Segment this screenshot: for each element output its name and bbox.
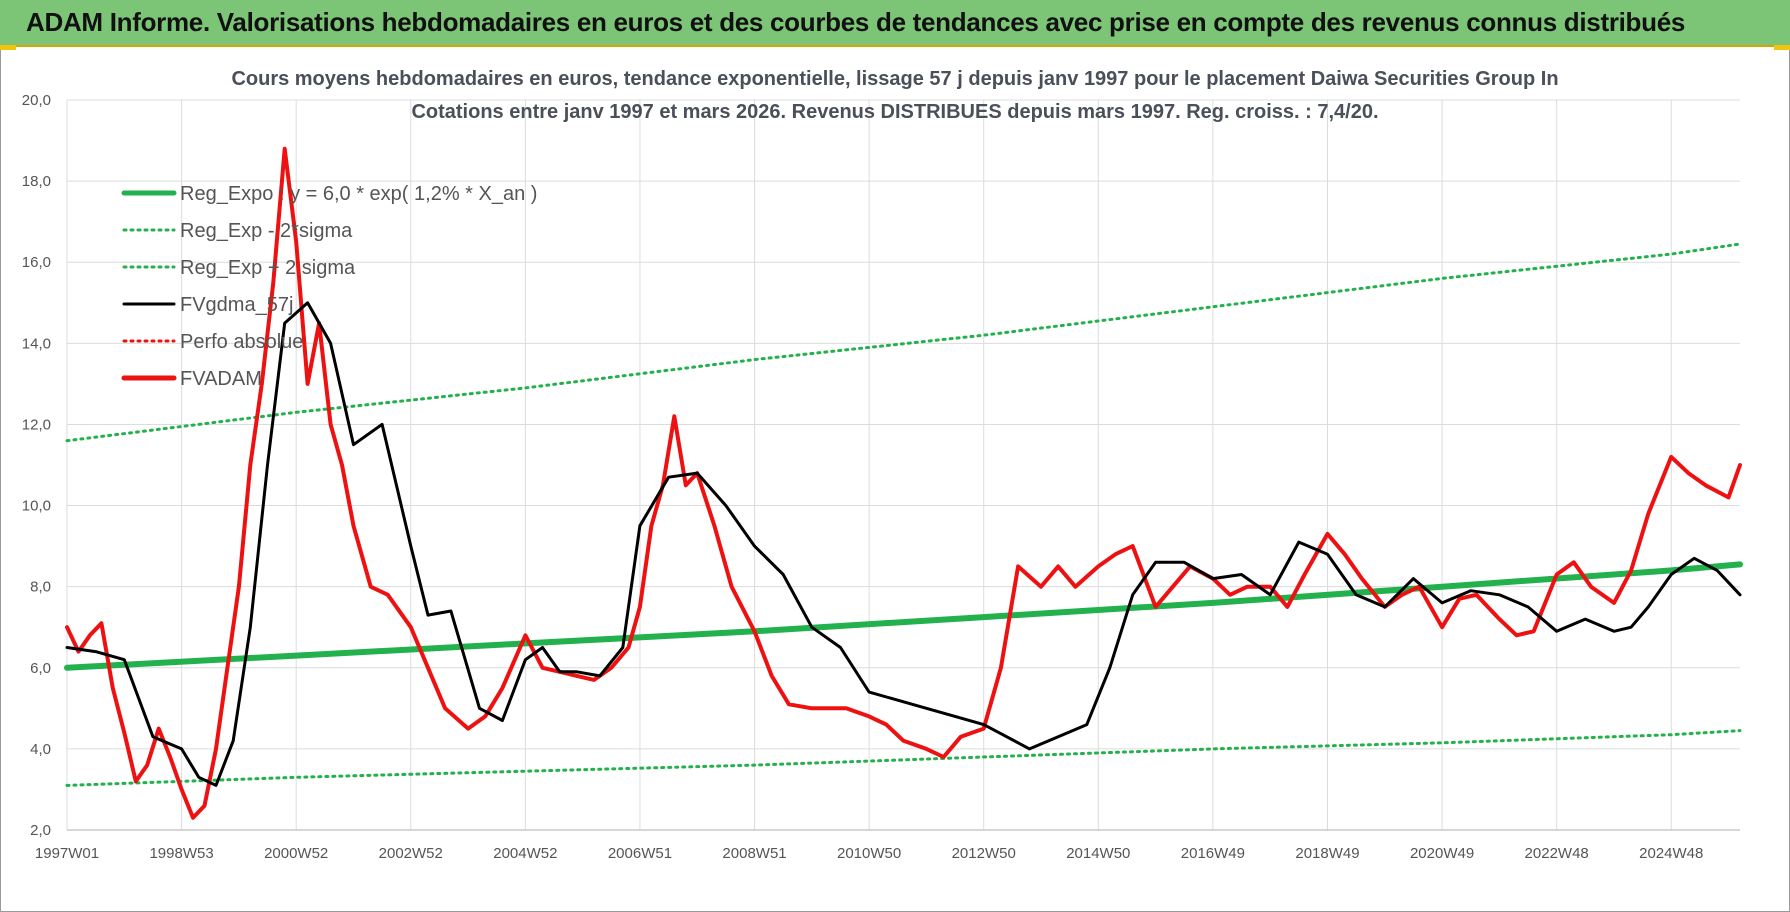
- y-tick-label: 14,0: [22, 335, 51, 352]
- series-fvgdma-57j: [65, 301, 1742, 787]
- y-tick-label: 4,0: [30, 741, 51, 758]
- header-banner: ADAM Informe. Valorisations hebdomadaire…: [0, 0, 1790, 47]
- y-tick-label: 16,0: [22, 254, 51, 271]
- x-tick-label: 2018W49: [1295, 845, 1359, 862]
- grid-lines: [66, 99, 1740, 831]
- legend-label: Perfo absolue: [180, 331, 303, 353]
- y-tick-label: 10,0: [22, 498, 51, 515]
- x-tick-label: 2014W50: [1066, 845, 1130, 862]
- x-tick-label: 2024W48: [1639, 845, 1703, 862]
- series-reg-expo: [64, 561, 1743, 671]
- y-tick-label: 2,0: [30, 822, 51, 839]
- legend-label: Reg_Exp - 2*sigma: [180, 220, 353, 242]
- corner-marker-left: [0, 45, 16, 50]
- x-tick-label: 2010W50: [837, 845, 901, 862]
- y-tick-label: 18,0: [22, 173, 51, 190]
- x-tick-label: 2016W49: [1181, 845, 1245, 862]
- y-tick-label: 6,0: [30, 660, 51, 677]
- legend-label: Reg_Expo : y = 6,0 * exp( 1,2% * X_an ): [180, 183, 537, 205]
- page-title: ADAM Informe. Valorisations hebdomadaire…: [26, 7, 1686, 37]
- series-reg-plus-2sigma: [65, 242, 1742, 443]
- series-reg-minus-2sigma: [65, 729, 1742, 787]
- legend-label: FVgdma_57j: [180, 294, 293, 316]
- x-tick-label: 2020W49: [1410, 845, 1474, 862]
- x-tick-label: 2006W51: [608, 845, 672, 862]
- legend: Reg_Expo : y = 6,0 * exp( 1,2% * X_an ) R…: [121, 183, 537, 390]
- x-tick-label: 2004W52: [493, 845, 557, 862]
- chart-title-line-2: Cotations entre janv 1997 et mars 2026. …: [411, 101, 1378, 123]
- legend-label: Reg_Exp + 2 sigma: [180, 257, 356, 279]
- chart-title-line-1: Cours moyens hebdomadaires en euros, ten…: [231, 68, 1558, 90]
- x-tick-label: 2008W51: [722, 845, 786, 862]
- x-tick-label: 2002W52: [379, 845, 443, 862]
- y-tick-label: 20,0: [22, 92, 51, 109]
- corner-marker-right: [1774, 45, 1790, 50]
- y-tick-label: 12,0: [22, 416, 51, 433]
- axis-labels: 2,0 4,0 6,0 8,0 10,0 12,0 14,0 16,0 18,0 20,0 1997…: [22, 92, 1704, 862]
- x-tick-label: 2012W50: [952, 845, 1016, 862]
- x-tick-label: 2022W48: [1525, 845, 1589, 862]
- x-tick-label: 1998W53: [149, 845, 213, 862]
- y-tick-label: 8,0: [30, 579, 51, 596]
- series-lines: [64, 146, 1743, 820]
- line-chart: 2,0 4,0 6,0 8,0 10,0 12,0 14,0 16,0 18,0 20,0 1997…: [22, 68, 1743, 862]
- x-tick-label: 1997W01: [35, 845, 99, 862]
- x-tick-label: 2000W52: [264, 845, 328, 862]
- legend-label: FVADAM: [180, 368, 262, 390]
- series-fvadam: [65, 146, 1742, 820]
